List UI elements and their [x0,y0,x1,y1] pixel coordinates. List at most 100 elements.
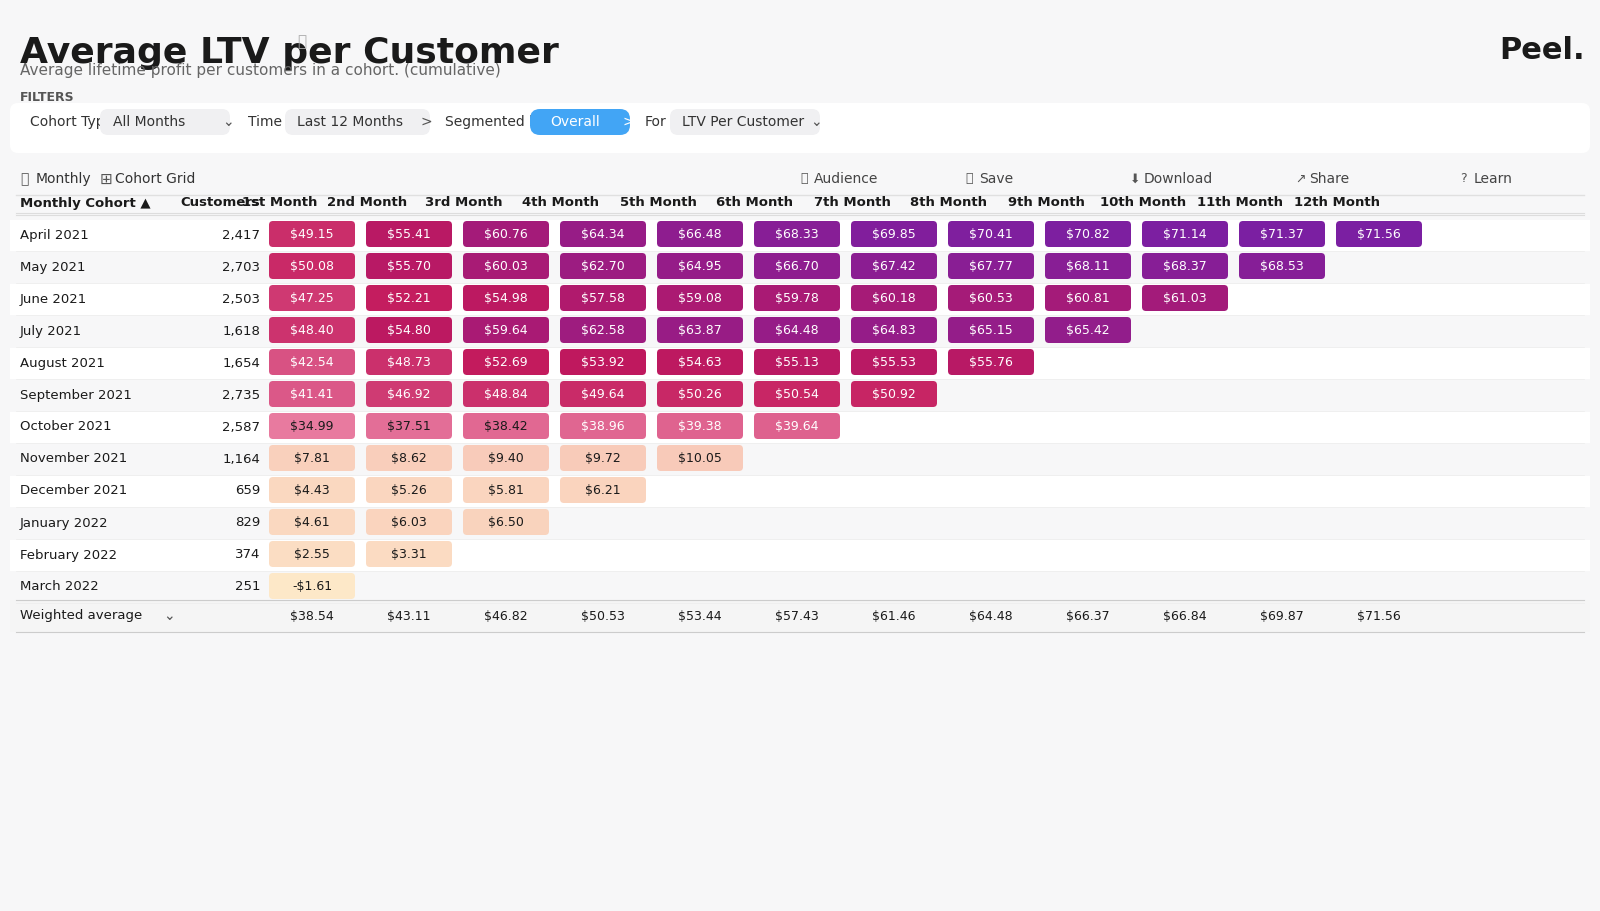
Text: March 2022: March 2022 [19,580,99,593]
FancyBboxPatch shape [462,477,549,503]
Text: $63.87: $63.87 [678,323,722,336]
Text: $54.98: $54.98 [485,292,528,304]
Text: 5th Month: 5th Month [619,197,696,210]
Bar [10,412,1590,443]
Text: 251: 251 [235,580,259,593]
Bar [10,252,1590,283]
Text: Segmented by: Segmented by [445,115,546,129]
Text: Save: Save [979,172,1013,186]
Text: $71.37: $71.37 [1261,228,1304,241]
Text: $55.41: $55.41 [387,228,430,241]
Text: For: For [645,115,667,129]
FancyBboxPatch shape [658,381,742,407]
FancyBboxPatch shape [269,381,355,407]
Text: LTV Per Customer: LTV Per Customer [682,115,805,129]
Text: ⓘ: ⓘ [298,34,306,49]
Text: November 2021: November 2021 [19,453,128,466]
FancyBboxPatch shape [1142,253,1229,279]
Text: $50.26: $50.26 [678,387,722,401]
Text: Weighted average: Weighted average [19,609,142,622]
FancyBboxPatch shape [947,349,1034,375]
FancyBboxPatch shape [560,253,646,279]
Text: Audience: Audience [814,172,878,186]
FancyBboxPatch shape [269,541,355,567]
FancyBboxPatch shape [754,349,840,375]
Text: $57.43: $57.43 [774,610,819,623]
Bar [10,444,1590,475]
FancyBboxPatch shape [269,253,355,279]
Text: 374: 374 [235,548,259,561]
Text: $62.58: $62.58 [581,323,626,336]
Text: July 2021: July 2021 [19,324,82,337]
Text: Time: Time [248,115,282,129]
Text: $43.11: $43.11 [387,610,430,623]
Text: 4th Month: 4th Month [523,197,600,210]
FancyBboxPatch shape [658,317,742,343]
FancyBboxPatch shape [462,221,549,247]
Text: 2nd Month: 2nd Month [326,197,406,210]
FancyBboxPatch shape [658,413,742,439]
Text: $65.42: $65.42 [1066,323,1110,336]
Text: $6.21: $6.21 [586,484,621,496]
FancyBboxPatch shape [1045,221,1131,247]
Text: 3rd Month: 3rd Month [426,197,502,210]
Text: $60.03: $60.03 [485,260,528,272]
Text: $61.03: $61.03 [1163,292,1206,304]
FancyBboxPatch shape [1045,317,1131,343]
Text: $62.70: $62.70 [581,260,626,272]
Text: 6th Month: 6th Month [717,197,794,210]
Text: Overall: Overall [550,115,600,129]
FancyBboxPatch shape [851,221,938,247]
FancyBboxPatch shape [462,413,549,439]
FancyBboxPatch shape [269,349,355,375]
Text: $60.18: $60.18 [872,292,915,304]
Text: September 2021: September 2021 [19,388,131,402]
Text: -$1.61: -$1.61 [291,579,333,592]
Text: $68.11: $68.11 [1066,260,1110,272]
Text: $60.76: $60.76 [485,228,528,241]
Bar [10,316,1590,347]
Text: $48.84: $48.84 [485,387,528,401]
FancyBboxPatch shape [1045,253,1131,279]
Text: 2,735: 2,735 [222,388,259,402]
Text: June 2021: June 2021 [19,292,88,305]
FancyBboxPatch shape [1336,221,1422,247]
Text: $4.43: $4.43 [294,484,330,496]
FancyBboxPatch shape [1142,285,1229,311]
Bar [10,380,1590,411]
FancyBboxPatch shape [658,349,742,375]
FancyBboxPatch shape [269,317,355,343]
FancyBboxPatch shape [269,509,355,535]
FancyBboxPatch shape [462,381,549,407]
Text: $59.64: $59.64 [485,323,528,336]
Text: $5.26: $5.26 [390,484,427,496]
Text: Peel.: Peel. [1499,36,1586,65]
Text: $52.21: $52.21 [387,292,430,304]
Text: 10th Month: 10th Month [1099,197,1186,210]
Text: $9.72: $9.72 [586,452,621,465]
Text: $46.82: $46.82 [485,610,528,623]
Text: $9.40: $9.40 [488,452,523,465]
FancyBboxPatch shape [99,109,230,135]
Text: $47.25: $47.25 [290,292,334,304]
FancyBboxPatch shape [560,317,646,343]
Text: January 2022: January 2022 [19,517,109,529]
Text: Cohort Grid: Cohort Grid [115,172,195,186]
FancyBboxPatch shape [269,413,355,439]
FancyBboxPatch shape [1238,221,1325,247]
Bar [10,600,1590,632]
FancyBboxPatch shape [851,381,938,407]
Text: October 2021: October 2021 [19,421,112,434]
Text: 2,503: 2,503 [222,292,259,305]
FancyBboxPatch shape [754,413,840,439]
Text: $71.56: $71.56 [1357,228,1402,241]
Bar [10,476,1590,507]
Text: $53.44: $53.44 [678,610,722,623]
Text: $8.62: $8.62 [390,452,427,465]
FancyBboxPatch shape [754,285,840,311]
Text: $48.40: $48.40 [290,323,334,336]
Text: ⌄: ⌄ [810,115,822,129]
Text: $7.81: $7.81 [294,452,330,465]
Text: $55.70: $55.70 [387,260,430,272]
Text: Download: Download [1144,172,1213,186]
